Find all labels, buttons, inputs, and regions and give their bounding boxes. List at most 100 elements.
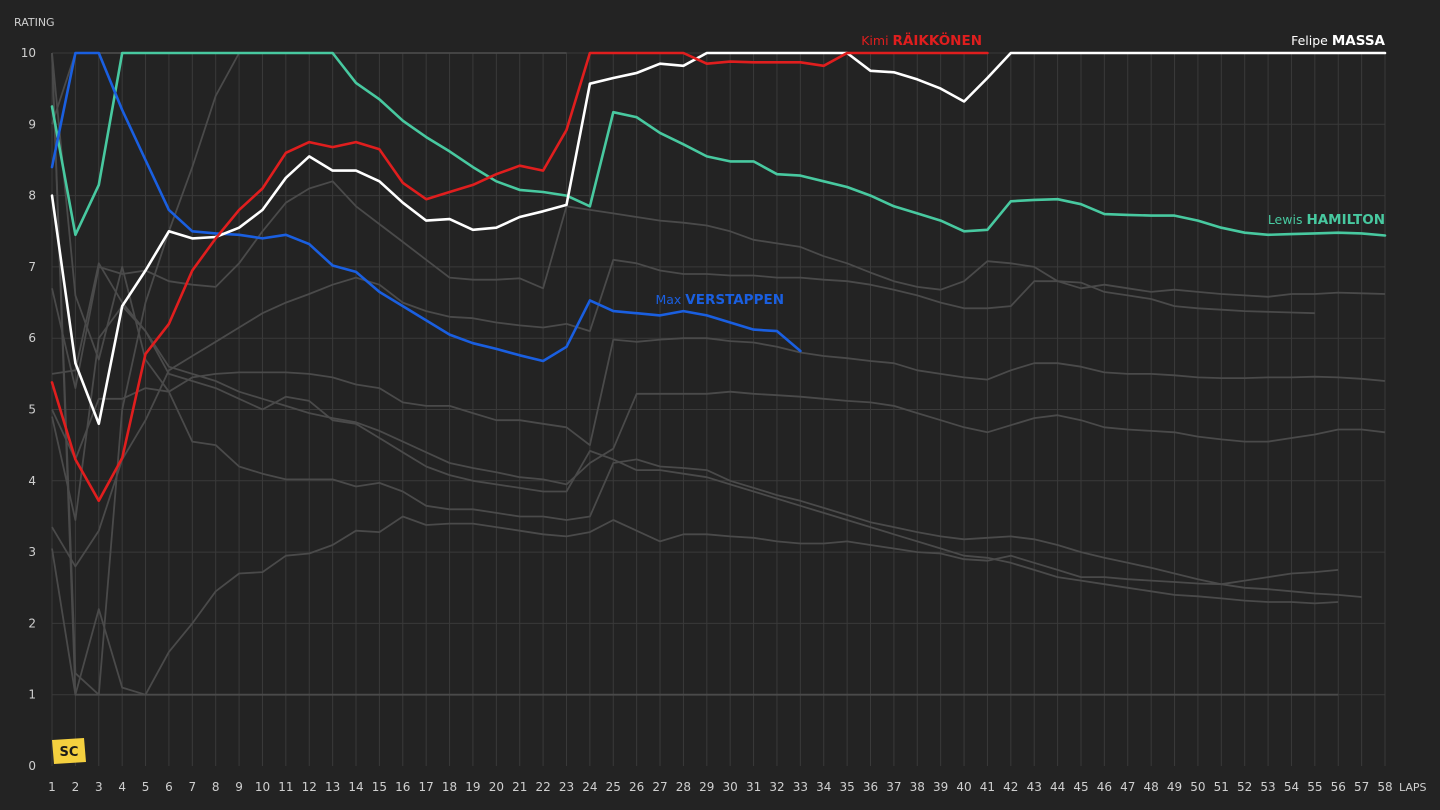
y-tick-label: 9 [28, 117, 36, 131]
background-series-line [51, 515, 1339, 696]
x-tick-label: 51 [1214, 780, 1229, 794]
y-tick-label: 2 [28, 616, 36, 630]
background-series-line [51, 52, 1362, 598]
x-tick-label: 46 [1097, 780, 1112, 794]
x-tick-label: 2 [72, 780, 80, 794]
driver-first-name: Lewis [1268, 212, 1307, 227]
y-tick-label: 8 [28, 189, 36, 203]
x-axis-ticks: 1 2 3 4 5 6 7 8 9 10 11 12 13 14 15 16 17 18 19 20 21 22 23 24 2… [48, 780, 1392, 794]
safety-car-badge: SC [52, 738, 86, 764]
x-tick-label: 54 [1284, 780, 1299, 794]
series-line-kimi [50, 51, 989, 503]
x-tick-label: 24 [582, 780, 597, 794]
y-tick-label: 0 [28, 759, 36, 773]
series-line-felipe [50, 51, 1387, 426]
driver-first-name: Max [655, 292, 685, 307]
x-tick-label: 50 [1190, 780, 1205, 794]
x-tick-label: 19 [465, 780, 480, 794]
y-tick-label: 6 [28, 331, 36, 345]
driver-last-name: VERSTAPPEN [685, 292, 784, 308]
y-tick-label: 1 [28, 688, 36, 702]
x-tick-label: 25 [606, 780, 621, 794]
x-tick-label: 36 [863, 780, 878, 794]
driver-labels: Felipe MASSA Lewis HAMILTON Kimi RÄIKKÖNEN… [655, 31, 1385, 308]
x-tick-label: 31 [746, 780, 761, 794]
x-tick-label: 32 [769, 780, 784, 794]
x-tick-label: 22 [535, 780, 550, 794]
series-line-lewis [50, 51, 1387, 237]
x-tick-label: 21 [512, 780, 527, 794]
x-tick-label: 45 [1073, 780, 1088, 794]
x-tick-label: 8 [212, 780, 220, 794]
safety-car-badge-text: SC [60, 745, 79, 760]
driver-label-max: Max VERSTAPPEN [655, 292, 784, 308]
background-series-line [51, 258, 1315, 568]
background-series-line [51, 52, 1339, 696]
driver-label-kimi: Kimi RÄIKKÖNEN [861, 31, 982, 49]
x-tick-label: 41 [980, 780, 995, 794]
background-series [51, 52, 1386, 696]
series-line-max [50, 51, 802, 363]
x-tick-label: 30 [723, 780, 738, 794]
x-tick-label: 20 [489, 780, 504, 794]
x-tick-label: 12 [302, 780, 317, 794]
y-tick-label: 10 [21, 46, 36, 60]
x-tick-label: 3 [95, 780, 103, 794]
x-tick-label: 17 [419, 780, 434, 794]
x-tick-label: 49 [1167, 780, 1182, 794]
x-tick-label: 26 [629, 780, 644, 794]
x-tick-label: 14 [348, 780, 363, 794]
x-tick-label: 40 [956, 780, 971, 794]
x-tick-label: 33 [793, 780, 808, 794]
x-tick-label: 42 [1003, 780, 1018, 794]
x-tick-label: 4 [118, 780, 126, 794]
x-tick-label: 34 [816, 780, 831, 794]
x-tick-label: 10 [255, 780, 270, 794]
x-tick-label: 16 [395, 780, 410, 794]
x-tick-label: 56 [1331, 780, 1346, 794]
background-series-line [51, 180, 1386, 389]
x-tick-label: 23 [559, 780, 574, 794]
driver-last-name: HAMILTON [1306, 212, 1385, 228]
y-tick-label: 7 [28, 260, 36, 274]
x-tick-label: 52 [1237, 780, 1252, 794]
y-tick-label: 3 [28, 545, 36, 559]
x-tick-label: 27 [652, 780, 667, 794]
x-tick-label: 38 [910, 780, 925, 794]
y-axis-title: RATING [14, 16, 55, 29]
y-axis-ticks: 0 1 2 3 4 5 6 7 8 9 10 [21, 46, 36, 773]
x-tick-label: 6 [165, 780, 173, 794]
x-tick-label: 35 [839, 780, 854, 794]
x-tick-label: 18 [442, 780, 457, 794]
x-tick-label: 39 [933, 780, 948, 794]
x-tick-label: 55 [1307, 780, 1322, 794]
safety-car-badge-bg [52, 738, 86, 764]
x-tick-label: 44 [1050, 780, 1065, 794]
x-tick-label: 11 [278, 780, 293, 794]
driver-first-name: Kimi [861, 33, 892, 48]
x-axis-title: LAPS [1399, 781, 1427, 794]
background-series-line [51, 305, 1386, 521]
gridlines [51, 52, 1386, 766]
driver-label-lewis: Lewis HAMILTON [1268, 212, 1385, 228]
y-tick-label: 5 [28, 403, 36, 417]
y-tick-label: 4 [28, 474, 36, 488]
background-series-line [51, 337, 1386, 461]
x-tick-label: 57 [1354, 780, 1369, 794]
background-series-line [51, 52, 263, 696]
x-tick-label: 43 [1027, 780, 1042, 794]
background-series-line [51, 262, 1339, 605]
x-tick-label: 15 [372, 780, 387, 794]
x-tick-label: 7 [188, 780, 196, 794]
x-tick-label: 47 [1120, 780, 1135, 794]
x-tick-label: 29 [699, 780, 714, 794]
x-tick-label: 13 [325, 780, 340, 794]
driver-last-name: RÄIKKÖNEN [893, 31, 982, 49]
highlighted-series [50, 51, 1387, 503]
x-tick-label: 53 [1260, 780, 1275, 794]
driver-last-name: MASSA [1332, 33, 1386, 49]
x-tick-label: 37 [886, 780, 901, 794]
x-tick-label: 5 [142, 780, 150, 794]
driver-label-felipe: Felipe MASSA [1291, 33, 1385, 49]
